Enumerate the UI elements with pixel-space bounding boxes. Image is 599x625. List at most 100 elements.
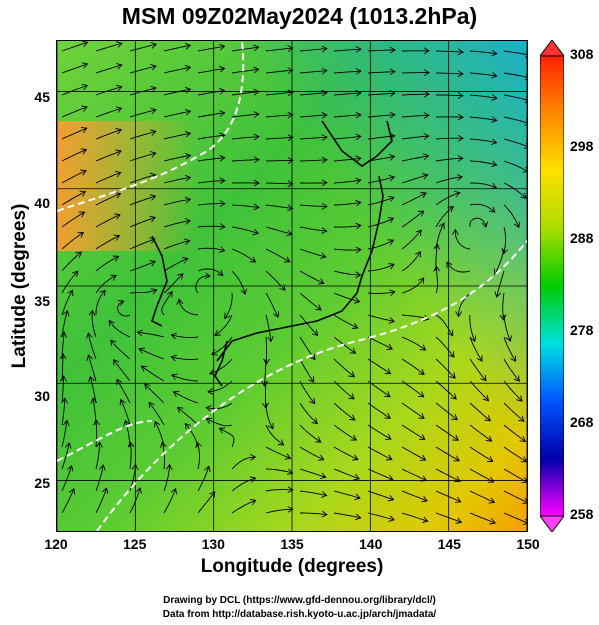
streamline-arrowhead [455,517,463,524]
streamline-arrowhead [150,42,158,49]
streamline [113,359,131,382]
streamline [197,268,224,276]
streamline [206,418,233,427]
streamline [163,273,184,294]
streamline [503,358,520,382]
streamline [435,192,461,206]
streamline-arrowhead [184,174,192,182]
streamline [148,402,165,426]
streamline-arrowhead [353,297,361,304]
streamline-arrowhead [184,130,192,138]
streamline-arrowhead [489,518,496,525]
streamline [435,424,459,441]
streamline [163,176,191,184]
streamline [333,48,361,52]
streamline [435,336,455,358]
streamline-arrowhead [522,166,527,173]
streamline [231,113,259,118]
streamline-arrowhead [451,414,458,421]
streamline-arrowhead [385,433,392,440]
streamline [367,358,391,375]
streamline-arrowhead [287,506,294,513]
streamline [401,512,428,522]
streamline [333,201,361,206]
streamline [163,66,191,74]
streamline-arrowhead [138,347,145,354]
streamline [333,157,361,162]
streamline-arrowhead [354,493,361,501]
streamline [299,402,318,424]
streamline-arrowhead [287,134,294,141]
streamline [61,332,65,360]
isotherms [57,41,527,531]
streamline [333,179,361,184]
streamline [163,240,190,250]
streamline-arrowhead [423,90,430,98]
streamline [171,356,199,360]
streamline [207,380,233,393]
streamline [401,174,428,184]
streamline [95,86,122,96]
streamline [265,91,293,96]
streamline-arrowhead [354,513,362,521]
streamline-arrowhead [490,160,498,168]
streamline-arrowhead [116,378,123,386]
streamline [503,446,527,463]
streamline-arrowhead [108,319,115,327]
streamline-arrowhead [355,246,362,254]
streamline-arrowhead [62,419,70,426]
streamline-arrowhead [350,434,358,441]
streamline-arrowhead [384,391,391,398]
streamline [333,446,359,461]
streamline-arrowhead [253,66,260,74]
streamline [435,176,463,184]
streamline [144,383,165,404]
streamline [367,49,396,52]
streamline-arrowhead [119,398,126,406]
streamline-arrowhead [491,138,498,146]
streamline [163,88,191,96]
streamline-arrowhead [317,454,325,461]
streamline [91,310,97,338]
streamline-arrowhead [480,374,487,382]
streamline-arrowhead [355,222,362,230]
streamline [231,270,246,295]
streamline [469,160,497,166]
streamline [503,424,526,442]
streamline [401,277,425,294]
streamline-arrowhead [114,213,121,220]
streamline [367,446,393,460]
streamline [95,129,122,140]
streamline [197,466,210,492]
streamline-arrowhead [389,68,396,76]
colorbar-tick-label: 268 [570,414,594,430]
streamline [469,402,491,422]
streamline-arrowhead [308,376,315,383]
streamline-arrowhead [287,180,294,188]
streamline-arrowhead [81,105,88,112]
x-tick-label: 120 [44,536,68,552]
streamline-arrowhead [513,221,521,229]
streamline [503,50,527,56]
colorbar-tick-label: 258 [570,506,594,522]
streamline [129,289,157,294]
streamline-arrowhead [176,406,184,414]
streamline [124,420,131,448]
streamline [163,464,171,492]
streamline [299,490,327,496]
streamline-arrowhead [113,234,121,241]
streamline-arrowhead [482,394,490,402]
streamline-arrowhead [451,228,459,235]
streamline [333,292,360,303]
streamline [197,247,225,252]
streamline-arrowhead [218,246,226,253]
streamline [333,270,361,276]
streamline [367,468,393,481]
streamline-arrowhead [521,477,527,484]
streamline-arrowhead [184,108,192,116]
streamline-arrowhead [314,436,322,443]
streamline [469,490,495,503]
streamline-arrowhead [123,419,130,427]
streamline [435,266,438,294]
streamline-arrowhead [519,435,527,443]
